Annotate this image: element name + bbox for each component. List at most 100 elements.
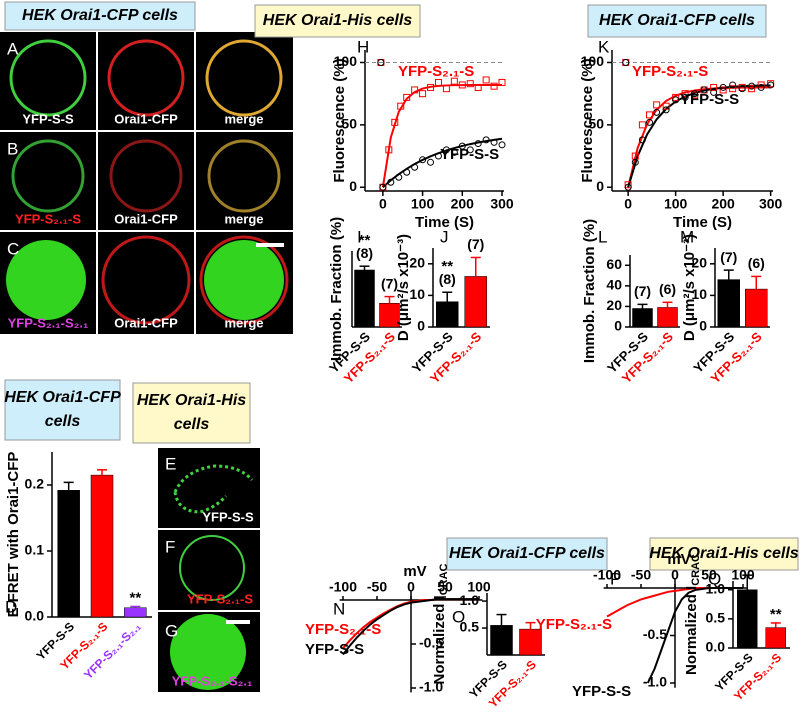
bar	[519, 628, 542, 656]
micrograph-label: Orai1-CFP	[114, 315, 178, 330]
data-point	[624, 183, 632, 191]
data-point	[490, 82, 498, 90]
x-tick-label: 0	[407, 579, 415, 595]
data-point	[377, 58, 385, 66]
panel-letter: E	[165, 454, 176, 473]
y-axis-label-text: Immob. Fraction (%)	[581, 219, 598, 363]
data-point	[450, 77, 458, 85]
data-point	[729, 81, 737, 89]
header-text: HEK Orai1-CFP cells	[22, 7, 178, 24]
panel-letter: L	[598, 227, 607, 246]
data-point	[662, 102, 670, 110]
data-point	[379, 183, 387, 191]
y-tick-label: 0	[417, 318, 425, 334]
data-point	[395, 173, 403, 181]
data-point	[466, 146, 474, 154]
x-axis-label: mV	[667, 551, 690, 568]
data-point	[729, 85, 737, 93]
y-tick-label: 0.5	[706, 610, 726, 626]
significance: **	[129, 589, 141, 606]
header-box	[587, 4, 767, 38]
fit-curve	[382, 137, 503, 189]
micrograph-label: YFP-S₂.₁-S	[187, 591, 253, 606]
n-label: (6)	[748, 255, 765, 271]
y-tick-label: 10	[409, 286, 425, 302]
micrograph-label: YFP-S₂.₁-S₂.₁	[8, 315, 89, 330]
header-box	[446, 537, 608, 571]
data-point	[624, 181, 632, 189]
bar	[57, 490, 80, 618]
y-axis-label: E-FRET with Orai1-CFP	[5, 452, 22, 618]
micrograph-label: YFP-S-S	[202, 509, 254, 524]
data-point	[622, 58, 630, 66]
data-point	[748, 82, 756, 90]
y-axis-label-text: E-FRET with Orai1-CFP	[5, 452, 22, 618]
data-point	[638, 136, 646, 144]
series-label: YFP-S-S	[305, 641, 364, 658]
y-tick-label: 60	[606, 256, 622, 272]
n-label: (8)	[439, 271, 456, 287]
series-label: YFP-S₂.₁-S	[305, 621, 381, 638]
data-point	[434, 78, 442, 86]
significance: **	[441, 258, 453, 275]
data-point	[719, 83, 727, 91]
header-box	[4, 1, 196, 31]
bar	[124, 607, 147, 618]
panel-letter: P	[610, 569, 621, 588]
y-tick-label: 0.5	[460, 619, 480, 635]
y-axis-label-text: Immob. Fraction (%)	[328, 217, 345, 361]
data-point	[411, 163, 419, 171]
cell-ring	[101, 235, 191, 325]
cell-ring	[9, 39, 87, 117]
iv-curve	[646, 587, 743, 684]
data-point	[700, 86, 708, 94]
panel-letter: A	[7, 39, 19, 58]
x-tick-label: 0	[624, 196, 632, 212]
micrograph-label: merge	[224, 315, 263, 330]
y-tick-label: 0.2	[25, 476, 45, 492]
panel-letter: N	[333, 599, 345, 618]
n-label: (7)	[381, 275, 398, 291]
y-tick-label: 20	[409, 255, 425, 271]
data-point	[466, 80, 474, 88]
series-label: YFP-S-S	[440, 146, 499, 163]
y-axis-label-text: Fluorescence (%)	[579, 58, 596, 182]
x-axis-label: Time (S)	[415, 214, 474, 231]
x-tick-label: -50	[631, 567, 651, 583]
n-label: (8)	[356, 245, 373, 261]
y-tick-label: 100	[334, 53, 358, 69]
data-point	[490, 138, 498, 146]
y-tick-label: -1.0	[643, 674, 667, 690]
y-axis-label: Immob. Fraction (%)	[581, 219, 598, 363]
n-label: (7)	[634, 283, 651, 299]
header-box	[4, 379, 121, 441]
x-tick-label: 300	[490, 196, 514, 212]
y-axis-label-text: Normalized I	[431, 595, 448, 684]
panel-letter: F	[165, 537, 175, 556]
data-point	[767, 81, 775, 89]
x-tick-label: 200	[451, 196, 475, 212]
panel-letter: G	[165, 621, 178, 640]
panel-letter: K	[598, 37, 610, 56]
y-axis-label-subscript: CRAC	[438, 563, 450, 595]
cell-ring	[207, 139, 281, 213]
data-point	[662, 106, 670, 114]
bar	[745, 288, 768, 328]
x-tick-label: 100	[664, 196, 688, 212]
header-text: HEK Orai1-His cells	[649, 545, 799, 562]
bar	[657, 307, 678, 328]
y-tick-label: 40	[606, 277, 622, 293]
micrograph-column	[158, 448, 260, 692]
panel-letter: D	[5, 597, 17, 616]
cell-ring	[205, 39, 283, 117]
data-point	[442, 146, 450, 154]
data-point	[387, 178, 395, 186]
micrograph	[98, 132, 194, 230]
y-axis-label-subscript: CRAC	[690, 554, 702, 586]
data-point	[631, 158, 639, 166]
bar	[90, 474, 114, 618]
data-point	[498, 78, 506, 86]
x-axis-label: mV	[403, 563, 426, 580]
